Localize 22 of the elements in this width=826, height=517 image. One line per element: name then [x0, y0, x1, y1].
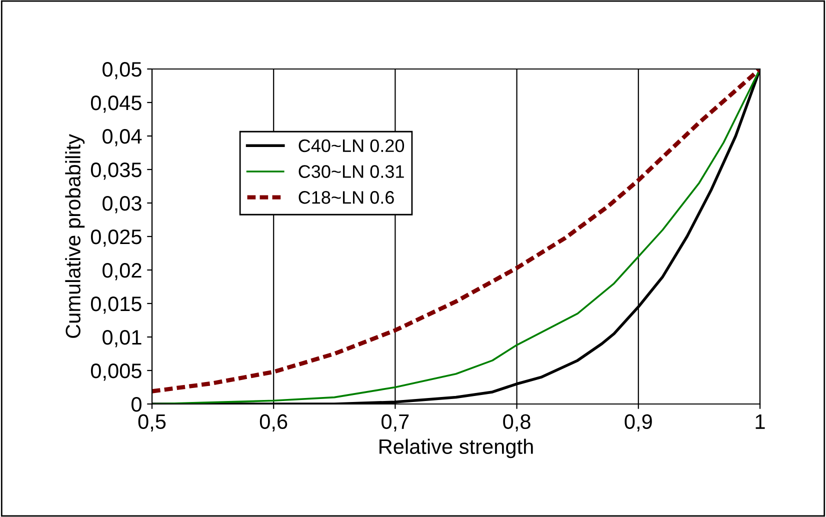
x-tick-label: 0,8	[503, 414, 530, 432]
y-tick-label: 0,015	[90, 296, 142, 314]
legend-label: C40~LN 0.20	[298, 139, 404, 152]
y-tick-label: 0,005	[90, 364, 142, 381]
y-tick-label: 0,025	[90, 230, 142, 247]
x-axis-title: Relative strength	[380, 438, 533, 458]
y-tick-label: 0,045	[90, 96, 142, 113]
legend-label: C18~LN 0.6	[298, 191, 394, 204]
y-tick-label: 0,04	[102, 129, 142, 146]
x-tick-label: 0,6	[260, 414, 288, 432]
y-tick-label: 0,02	[102, 263, 142, 280]
x-tick-label: 1	[756, 414, 765, 429]
y-tick-label: 0,01	[102, 330, 142, 348]
x-tick-label: 0,9	[624, 414, 652, 432]
legend-label: C30~LN 0.31	[298, 165, 404, 178]
y-axis-title: Cumulative probability	[65, 134, 85, 338]
y-tick-label: 0,03	[102, 196, 142, 214]
x-tick-label: 0,7	[382, 414, 409, 432]
y-tick-label: 0,05	[102, 62, 142, 80]
y-tick-label: 0,035	[90, 162, 142, 180]
y-tick-label: 0	[132, 397, 142, 412]
x-tick-label: 0,5	[138, 414, 166, 432]
